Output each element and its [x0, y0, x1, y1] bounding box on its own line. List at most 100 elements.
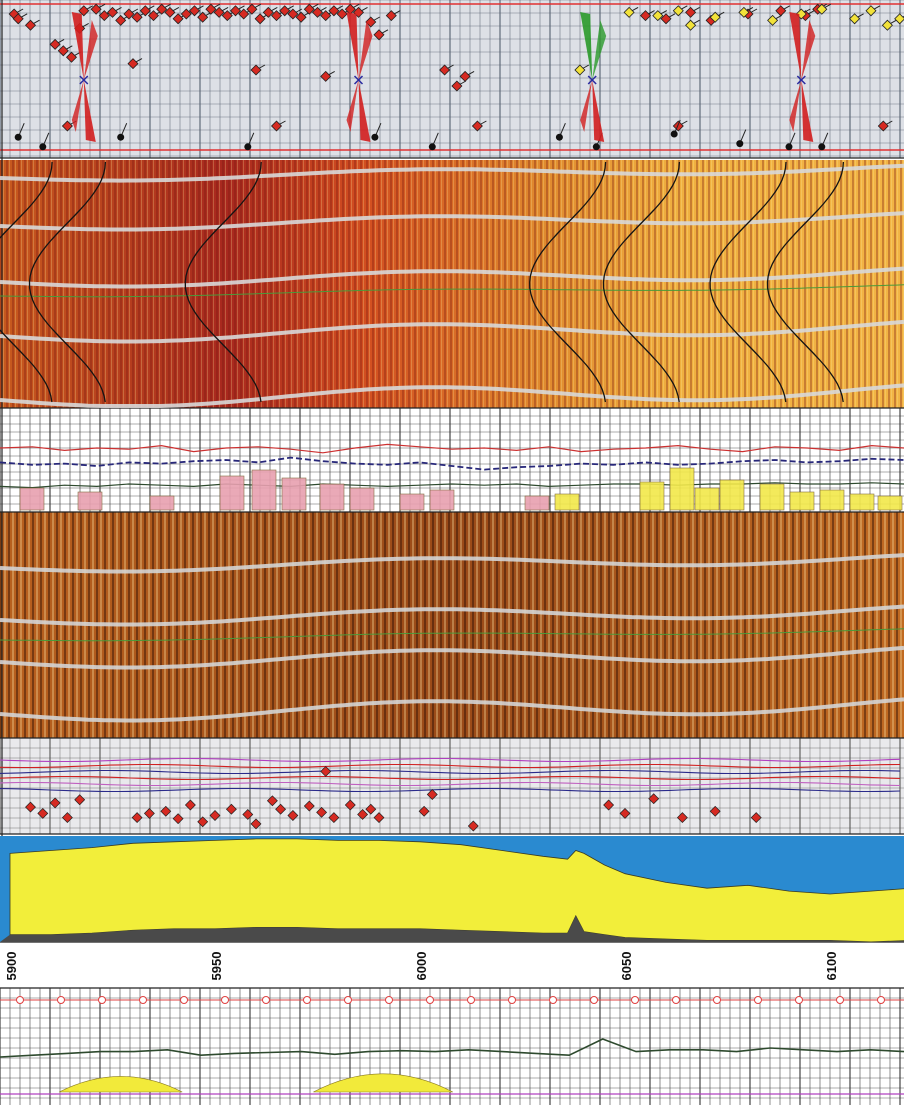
curve-line [0, 482, 904, 489]
curve-fill-bar [349, 487, 375, 511]
dip-tadpole-red [65, 51, 78, 63]
dip-tadpole-red [451, 80, 463, 92]
track-dip-background [0, 0, 904, 158]
sinusoid-pick [529, 161, 607, 403]
rose-center [79, 75, 89, 85]
dip-tadpole-red [12, 13, 24, 25]
rose-petal [71, 80, 84, 132]
dip-tadpole-red [221, 10, 233, 22]
dip-tadpole-red [250, 64, 262, 76]
rose-petal [592, 20, 607, 80]
bedding-line [0, 645, 904, 670]
lower-point-red [467, 820, 479, 832]
rose-petal [580, 80, 593, 132]
curve-fill-bar [251, 469, 277, 511]
dip-tadpole-yellow [881, 19, 893, 31]
rose-petal [789, 80, 802, 132]
bottom-marker [631, 996, 639, 1004]
dip-tadpole-red [262, 6, 274, 18]
bedding-line [0, 553, 904, 574]
dip-tadpole-red [344, 3, 356, 15]
dip-tadpole-yellow [767, 14, 779, 26]
bottom-marker [467, 996, 475, 1004]
curve-fill-bar [281, 477, 307, 511]
dip-tadpole-red [775, 5, 787, 17]
depth-tick-label: 6050 [619, 952, 634, 981]
curve-fill-bar [554, 493, 580, 511]
rose-petal [346, 12, 359, 80]
sinusoid-pick [0, 161, 53, 403]
rose-center [796, 75, 806, 85]
bottom-marker [180, 996, 188, 1004]
dip-tadpole-red [139, 5, 151, 17]
dip-tadpole-black [785, 143, 793, 151]
curve-fill-bar [719, 479, 745, 511]
lower-point-red [303, 800, 315, 812]
track-static-image-texture [0, 160, 904, 408]
dip-tadpole-red [311, 6, 324, 18]
rose-petal [580, 12, 593, 80]
dip-tadpole-red [373, 29, 385, 41]
rose-petal [592, 80, 605, 142]
dip-tadpole-black [592, 143, 600, 151]
bottom-fill-yellow [313, 1073, 453, 1093]
dip-tadpole-yellow [849, 13, 861, 25]
dip-tadpole-black [736, 140, 744, 148]
bottom-marker [836, 996, 844, 1004]
lower-curve-line [0, 763, 901, 769]
dip-tadpole-black [428, 143, 436, 151]
bottom-marker [877, 996, 885, 1004]
dip-tadpole-red [320, 70, 332, 82]
curve-fill-bar [429, 489, 455, 511]
dip-tadpole-red [471, 120, 483, 132]
dip-tadpole-red [660, 13, 672, 25]
curve-fill-bar [19, 487, 45, 511]
rose-center [587, 75, 597, 85]
lower-point-red [250, 818, 262, 830]
dip-tadpole-red [106, 6, 119, 18]
lower-point-red [37, 807, 49, 819]
dip-tadpole-red [270, 120, 283, 132]
dip-tadpole-red [685, 6, 697, 18]
lower-point-red [619, 807, 631, 819]
dip-tadpole-red [459, 70, 471, 82]
dip-tadpole-red [98, 10, 110, 22]
dip-tadpole-yellow [738, 6, 750, 18]
green-curve [0, 284, 904, 298]
dip-tadpole-red [439, 64, 451, 76]
lithology-fill [0, 836, 904, 943]
dip-tadpole-red [188, 5, 201, 17]
dip-tadpole-red [49, 38, 61, 50]
dip-tadpole-red [639, 10, 652, 22]
curve-fill-bar [819, 489, 845, 511]
curve-line [0, 443, 904, 454]
lower-point-red [316, 806, 328, 818]
lower-point-red [197, 816, 209, 828]
dip-tadpole-yellow [672, 5, 684, 17]
dip-tadpole-red [131, 11, 143, 23]
dip-tadpole-red [270, 10, 283, 22]
dip-tadpoles [8, 3, 904, 151]
curve-fill-bar [669, 467, 695, 511]
curve-fill-bar [219, 475, 245, 511]
lower-point-red [418, 805, 430, 817]
dip-tadpole-red [365, 16, 377, 28]
curve-fill-bar [149, 495, 175, 511]
dip-tadpole-black [14, 133, 22, 141]
sinusoid-pick [602, 161, 681, 403]
rose-petal [346, 80, 359, 132]
sinusoid-pick [766, 161, 845, 403]
dip-tadpole-red [246, 3, 258, 15]
dip-tadpole-black [39, 143, 47, 151]
depth-axis: 5900 5950 6000 6050 6100 [4, 952, 839, 981]
dip-tadpole-red [287, 8, 299, 20]
bottom-marker [508, 996, 516, 1004]
lower-point-red [287, 810, 299, 821]
bottom-marker [549, 996, 557, 1004]
lower-point-red [242, 809, 254, 820]
dip-tadpole-red [336, 8, 348, 20]
lower-point-red [143, 807, 155, 819]
sinusoid-pick [184, 161, 262, 403]
lower-point-red [603, 799, 615, 811]
